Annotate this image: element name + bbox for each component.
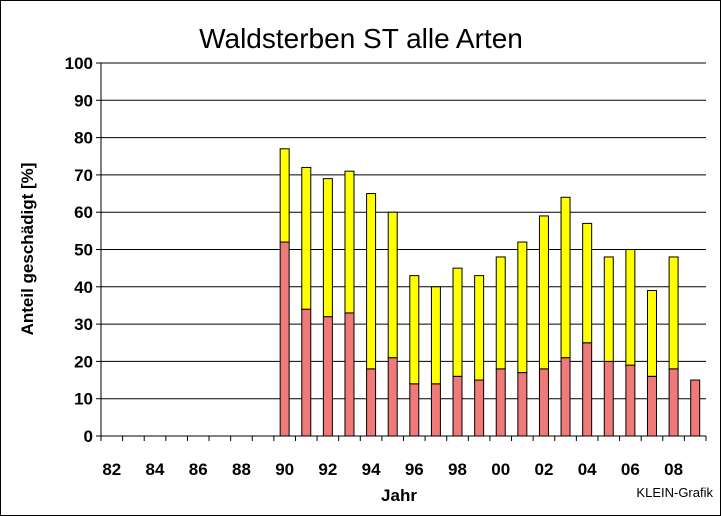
gridlines [101, 62, 706, 400]
x-tick-label: 06 [621, 460, 640, 479]
y-tick-label: 100 [65, 54, 93, 73]
bars [279, 148, 701, 437]
bar-upper-99 [474, 275, 485, 381]
bar-lower-04 [582, 342, 593, 437]
bar-upper-92 [322, 178, 333, 318]
bar-lower-93 [344, 312, 355, 437]
bar-lower-00 [495, 368, 506, 437]
y-tick-label: 70 [74, 166, 93, 185]
bar-lower-97 [430, 383, 441, 437]
y-tick-label: 40 [74, 278, 93, 297]
bar-upper-97 [430, 286, 441, 385]
y-tick-labels: 0 10 20 30 40 50 60 70 80 90 100 [65, 54, 93, 446]
bar-lower-02 [538, 368, 549, 437]
bar-lower-95 [387, 357, 398, 437]
bar-lower-08 [668, 368, 679, 437]
x-axis-label: Jahr [381, 486, 417, 505]
bar-upper-94 [366, 193, 377, 370]
bar-upper-00 [495, 256, 506, 370]
bar-upper-96 [409, 275, 420, 385]
bar-lower-01 [517, 372, 528, 437]
bar-lower-99 [474, 379, 485, 437]
bar-lower-91 [301, 308, 312, 437]
x-tick-labels: 82 84 86 88 90 92 94 96 98 00 02 04 06 08 [102, 460, 683, 479]
bar-lower-96 [409, 383, 420, 437]
x-tick-label: 86 [189, 460, 208, 479]
bar-upper-01 [517, 241, 528, 374]
bar-upper-08 [668, 256, 679, 370]
bar-lower-06 [625, 364, 636, 437]
chart-title: Waldsterben ST alle Arten [199, 23, 523, 54]
y-tick-label: 30 [74, 315, 93, 334]
bar-upper-05 [603, 256, 614, 362]
bar-upper-98 [452, 267, 463, 377]
x-tick-label: 04 [578, 460, 597, 479]
bar-lower-03 [560, 357, 571, 437]
x-tick-label: 08 [664, 460, 683, 479]
bar-lower-07 [646, 375, 657, 437]
bar-lower-98 [452, 375, 463, 437]
bar-upper-95 [387, 211, 398, 359]
bar-lower-94 [366, 368, 377, 437]
x-tick-label: 02 [534, 460, 553, 479]
x-tick-label: 00 [491, 460, 510, 479]
bar-upper-90 [279, 148, 290, 243]
credit-label: KLEIN-Grafik [636, 485, 713, 500]
bar-upper-91 [301, 166, 312, 310]
x-tick-label: 96 [405, 460, 424, 479]
bar-upper-02 [538, 215, 549, 370]
y-tick-label: 90 [74, 91, 93, 110]
y-tick-label: 80 [74, 129, 93, 148]
bar-upper-06 [625, 249, 636, 366]
bar-lower-90 [279, 241, 290, 437]
y-tick-label: 50 [74, 241, 93, 260]
bar-lower-92 [322, 316, 333, 437]
y-tick-label: 60 [74, 203, 93, 222]
y-tick-label: 20 [74, 352, 93, 371]
axes [96, 62, 707, 441]
x-tick-label: 88 [232, 460, 251, 479]
x-tick-label: 94 [362, 460, 381, 479]
bar-lower-09 [690, 379, 701, 437]
x-tick-label: 98 [448, 460, 467, 479]
bar-upper-07 [646, 290, 657, 377]
bar-upper-03 [560, 196, 571, 359]
y-axis-label: Anteil geschädigt [%] [18, 163, 37, 336]
bar-upper-93 [344, 170, 355, 314]
y-tick-label: 10 [74, 390, 93, 409]
bar-lower-05 [603, 360, 614, 437]
bar-upper-04 [582, 222, 593, 344]
x-tick-label: 84 [146, 460, 165, 479]
y-tick-label: 0 [84, 427, 93, 446]
x-tick-label: 82 [102, 460, 121, 479]
x-tick-label: 90 [275, 460, 294, 479]
x-tick-label: 92 [318, 460, 337, 479]
